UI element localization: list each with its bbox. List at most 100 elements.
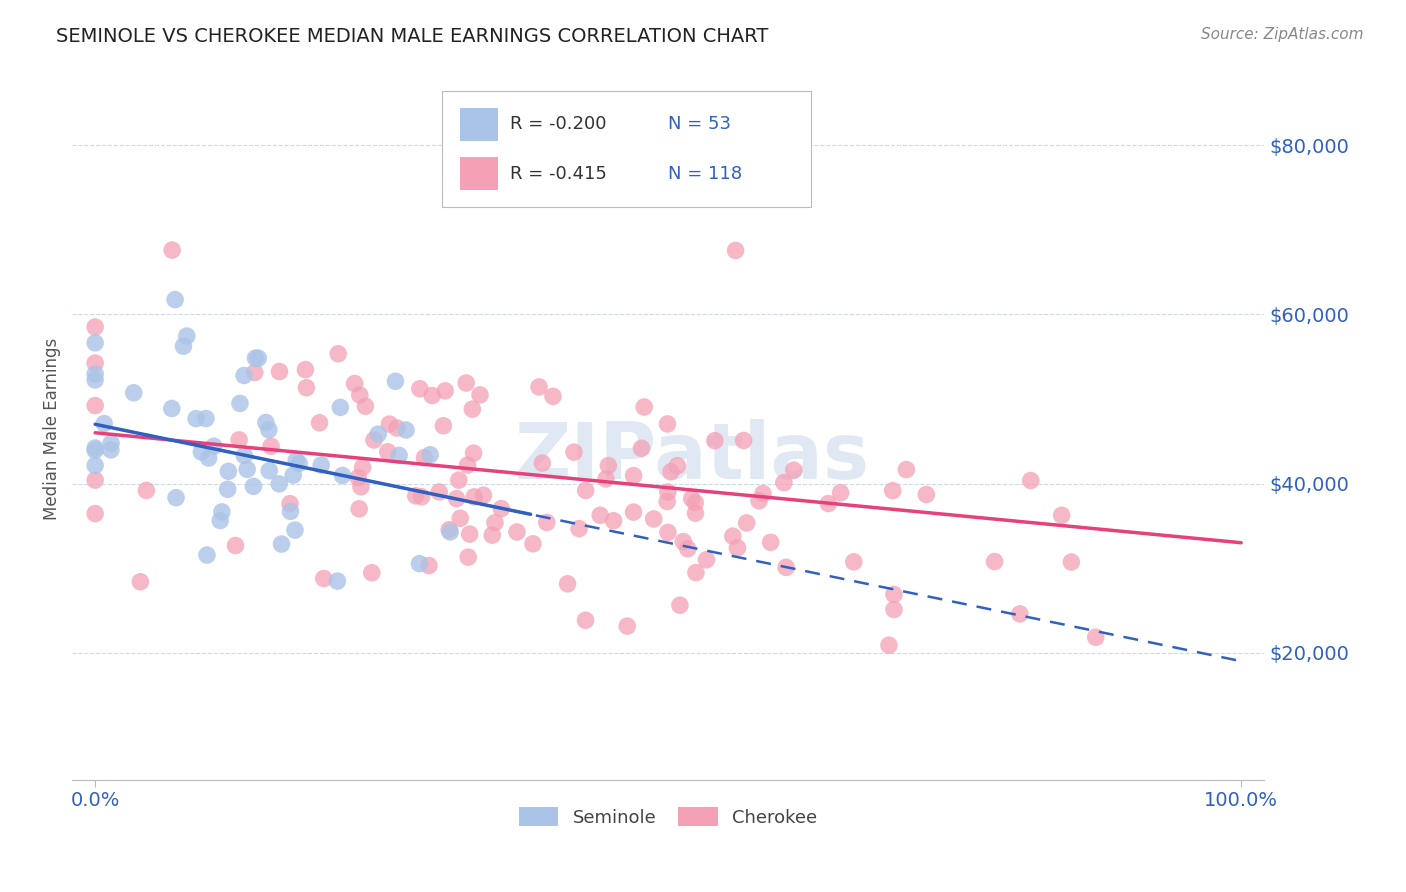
Point — [669, 598, 692, 612]
Point — [733, 434, 755, 448]
Point — [395, 423, 418, 437]
Point — [260, 439, 283, 453]
Point — [176, 329, 198, 343]
Point — [347, 471, 370, 485]
Point — [721, 529, 744, 543]
Point — [527, 380, 550, 394]
Point — [326, 574, 349, 588]
Point — [328, 347, 350, 361]
Point — [752, 486, 775, 500]
Point — [602, 514, 624, 528]
Point — [278, 497, 301, 511]
Point — [759, 535, 782, 549]
Text: SEMINOLE VS CHEROKEE MEDIAN MALE EARNINGS CORRELATION CHART: SEMINOLE VS CHEROKEE MEDIAN MALE EARNING… — [56, 27, 769, 45]
Point — [224, 539, 246, 553]
Point — [657, 525, 679, 540]
Point — [439, 524, 461, 539]
Point — [354, 399, 377, 413]
Point — [457, 458, 479, 472]
Point — [280, 504, 302, 518]
Point — [243, 366, 266, 380]
Point — [413, 450, 436, 465]
Point — [472, 488, 495, 502]
Point — [84, 441, 107, 455]
Point — [773, 475, 796, 490]
Point — [666, 458, 689, 473]
Point — [463, 490, 485, 504]
Legend: Seminole, Cherokee: Seminole, Cherokee — [512, 799, 825, 834]
Point — [236, 462, 259, 476]
Point — [122, 385, 145, 400]
Point — [332, 468, 354, 483]
Point — [84, 320, 107, 334]
Point — [1008, 607, 1031, 621]
Point — [270, 537, 292, 551]
Text: N = 53: N = 53 — [668, 115, 731, 134]
Point — [409, 382, 432, 396]
Point — [531, 456, 554, 470]
Point — [633, 400, 655, 414]
Point — [449, 511, 471, 525]
Point — [165, 491, 187, 505]
Point — [877, 638, 900, 652]
Point — [882, 483, 904, 498]
Point — [447, 473, 470, 487]
Point — [562, 445, 585, 459]
Point — [685, 496, 707, 510]
Point — [458, 527, 481, 541]
Point — [93, 417, 115, 431]
Point — [695, 553, 717, 567]
Point — [681, 491, 703, 506]
Point — [308, 416, 330, 430]
Point — [522, 537, 544, 551]
Point — [481, 528, 503, 542]
Point — [194, 411, 217, 425]
Point — [360, 566, 382, 580]
Point — [623, 505, 645, 519]
Point — [288, 457, 311, 471]
Point — [557, 576, 579, 591]
Point — [446, 491, 468, 506]
Text: R = -0.200: R = -0.200 — [509, 115, 606, 134]
Point — [703, 434, 725, 448]
Point — [427, 485, 450, 500]
Point — [915, 487, 938, 501]
Point — [896, 462, 918, 476]
Point — [349, 388, 371, 402]
Point — [408, 557, 430, 571]
Point — [830, 485, 852, 500]
Point — [363, 433, 385, 447]
Point — [616, 619, 638, 633]
Point — [418, 558, 440, 573]
Point — [350, 480, 373, 494]
Point — [245, 351, 267, 366]
Point — [254, 416, 277, 430]
Point — [160, 243, 183, 257]
Point — [411, 490, 433, 504]
Point — [195, 548, 218, 562]
Point — [983, 555, 1005, 569]
Point — [190, 445, 212, 459]
Point — [229, 396, 252, 410]
Point — [676, 541, 699, 556]
Point — [388, 449, 411, 463]
Y-axis label: Median Male Earnings: Median Male Earnings — [44, 337, 60, 520]
Point — [568, 522, 591, 536]
Point — [347, 501, 370, 516]
Point — [385, 421, 408, 435]
Point — [172, 339, 194, 353]
Point — [506, 524, 529, 539]
Point — [842, 555, 865, 569]
Text: ZIPatlas: ZIPatlas — [515, 418, 869, 494]
Point — [655, 494, 678, 508]
Point — [84, 373, 107, 387]
Point — [1060, 555, 1083, 569]
Point — [233, 449, 256, 463]
Point — [84, 335, 107, 350]
Point — [160, 401, 183, 416]
Point — [257, 423, 280, 437]
Point — [541, 389, 564, 403]
Point — [630, 442, 652, 456]
Point — [285, 453, 308, 467]
Point — [84, 458, 107, 473]
